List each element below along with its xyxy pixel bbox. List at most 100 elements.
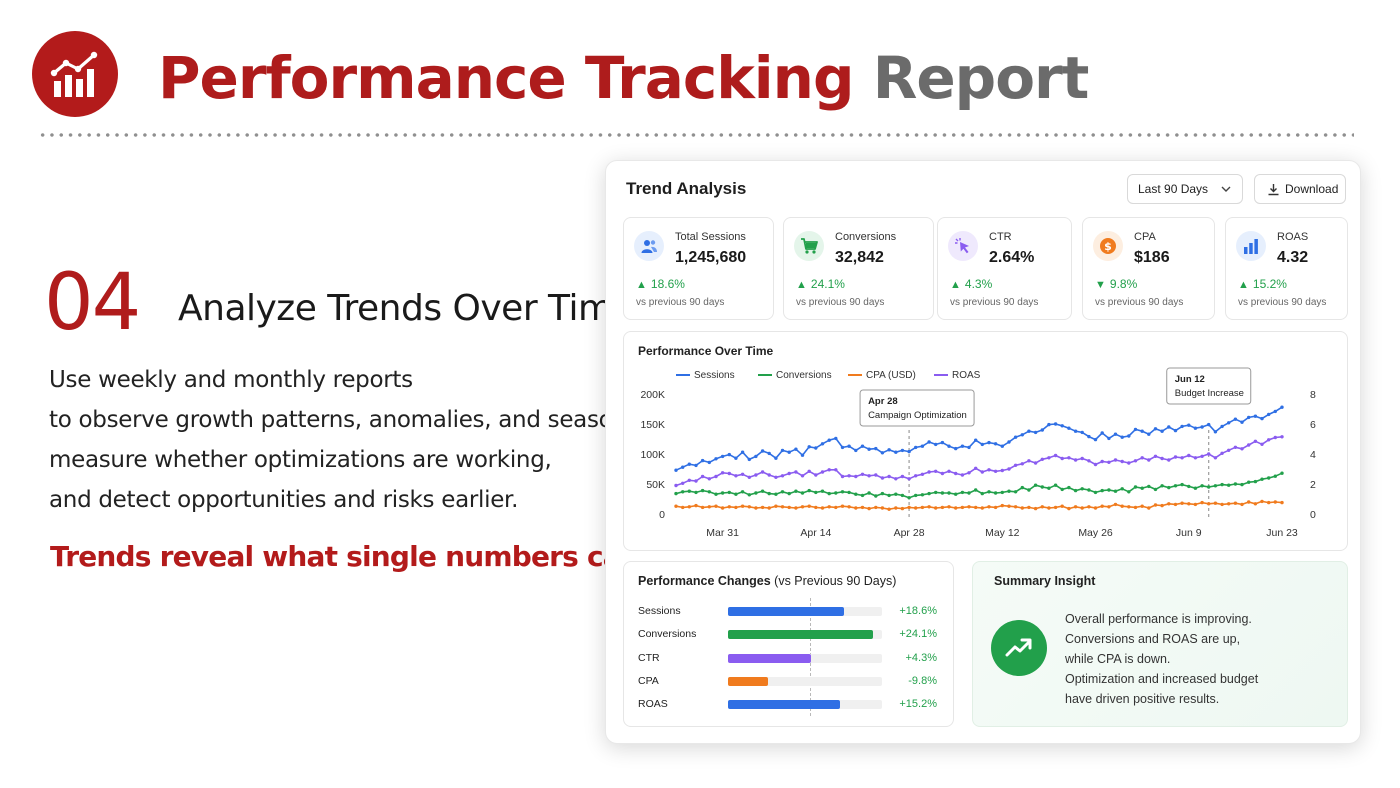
data-point bbox=[1093, 437, 1098, 442]
arrow-down-icon: ▼ bbox=[1095, 279, 1106, 291]
data-point bbox=[854, 474, 858, 479]
data-point bbox=[840, 445, 845, 450]
data-point bbox=[1113, 458, 1118, 462]
data-point bbox=[1153, 503, 1158, 507]
data-point bbox=[774, 456, 778, 460]
data-point bbox=[807, 445, 811, 449]
download-label: Download bbox=[1285, 182, 1339, 196]
data-point bbox=[1147, 506, 1151, 510]
data-point bbox=[914, 493, 918, 498]
data-point bbox=[947, 444, 951, 448]
data-point bbox=[1260, 477, 1264, 481]
data-point bbox=[1067, 456, 1071, 460]
body-line: to observe growth patterns, anomalies, a… bbox=[49, 407, 682, 433]
data-point bbox=[954, 506, 958, 510]
data-point bbox=[714, 492, 718, 496]
kpi-value: 4.32 bbox=[1277, 249, 1309, 266]
data-point bbox=[927, 491, 931, 496]
annotation-text: Budget Increase bbox=[1175, 388, 1244, 399]
data-point bbox=[794, 489, 798, 493]
data-point bbox=[967, 445, 971, 450]
data-point bbox=[1233, 482, 1238, 486]
data-point bbox=[1227, 448, 1231, 452]
data-point bbox=[1140, 429, 1144, 433]
data-point bbox=[1053, 505, 1058, 510]
data-point bbox=[1173, 428, 1178, 433]
data-point bbox=[940, 440, 945, 445]
data-point bbox=[774, 504, 778, 508]
kpi-compare: vs previous 90 days bbox=[1095, 297, 1184, 308]
kpi-value: 1,245,680 bbox=[675, 249, 747, 266]
changes-title: Performance Changes (vs Previous 90 Days… bbox=[638, 574, 896, 588]
report-logo bbox=[32, 31, 118, 117]
kpi-change: ▲ 24.1% bbox=[796, 277, 845, 291]
data-point bbox=[1093, 490, 1098, 495]
data-point bbox=[774, 492, 778, 496]
data-point bbox=[940, 471, 945, 476]
data-point bbox=[1193, 502, 1198, 507]
data-point bbox=[980, 470, 984, 474]
kpi-compare: vs previous 90 days bbox=[950, 297, 1039, 308]
date-range-select[interactable]: Last 90 Days bbox=[1127, 174, 1243, 204]
data-point bbox=[1207, 502, 1211, 506]
x-axis-tick: Apr 14 bbox=[800, 527, 831, 539]
data-point bbox=[1207, 485, 1211, 489]
data-point bbox=[1160, 429, 1164, 433]
change-label: CTR bbox=[638, 652, 660, 664]
data-point bbox=[940, 505, 945, 510]
data-point bbox=[754, 454, 758, 459]
data-point bbox=[714, 457, 718, 461]
data-point bbox=[780, 474, 785, 478]
data-point bbox=[1020, 433, 1024, 437]
data-point bbox=[827, 505, 831, 509]
data-point bbox=[940, 491, 945, 495]
step-number: 04 bbox=[44, 258, 141, 348]
x-axis-tick: Jun 9 bbox=[1176, 527, 1202, 539]
data-point bbox=[767, 451, 771, 456]
data-point bbox=[1133, 459, 1138, 463]
data-point bbox=[880, 476, 885, 480]
data-point bbox=[734, 474, 738, 478]
data-point bbox=[1087, 459, 1091, 463]
change-value: +18.6% bbox=[899, 605, 937, 617]
data-point bbox=[1027, 429, 1031, 433]
kpi-change: ▲ 15.2% bbox=[1238, 277, 1287, 291]
cursor-click-icon bbox=[948, 231, 978, 261]
data-point bbox=[894, 477, 898, 481]
data-point bbox=[1253, 414, 1258, 418]
data-point bbox=[760, 489, 765, 493]
data-point bbox=[787, 491, 791, 496]
data-point bbox=[814, 490, 818, 495]
annotation-title: Apr 28 bbox=[868, 396, 898, 407]
data-point bbox=[1140, 504, 1144, 508]
data-point bbox=[1060, 424, 1064, 428]
data-point bbox=[1260, 499, 1264, 504]
data-point bbox=[840, 504, 845, 508]
kpi-compare: vs previous 90 days bbox=[1238, 297, 1327, 308]
x-axis-tick: Jun 23 bbox=[1266, 527, 1298, 539]
data-point bbox=[1000, 444, 1004, 448]
data-point bbox=[1027, 459, 1031, 463]
data-point bbox=[914, 506, 918, 510]
data-point bbox=[1073, 505, 1078, 509]
data-point bbox=[860, 444, 865, 448]
data-point bbox=[780, 505, 785, 509]
arrow-up-icon: ▲ bbox=[796, 279, 807, 291]
data-point bbox=[794, 470, 798, 474]
data-point bbox=[780, 490, 785, 494]
data-point bbox=[1160, 484, 1164, 488]
kpi-change-value: 15.2% bbox=[1252, 277, 1287, 291]
performance-line-chart: Sessions Conversions CPA (USD) ROAS 200K 150K… bbox=[640, 367, 1316, 539]
insight-line: Conversions and ROAS are up, bbox=[1065, 632, 1241, 646]
download-button[interactable]: Download bbox=[1254, 174, 1346, 204]
data-point bbox=[754, 473, 758, 477]
data-point bbox=[1060, 456, 1064, 461]
kpi-change: ▼ 9.8% bbox=[1095, 277, 1137, 291]
data-point bbox=[814, 473, 818, 477]
data-point bbox=[714, 474, 718, 479]
data-point bbox=[974, 505, 978, 510]
data-point bbox=[880, 506, 885, 510]
data-point bbox=[960, 473, 965, 477]
title-main: Performance Tracking bbox=[158, 44, 854, 112]
chevron-down-icon bbox=[1221, 186, 1231, 192]
